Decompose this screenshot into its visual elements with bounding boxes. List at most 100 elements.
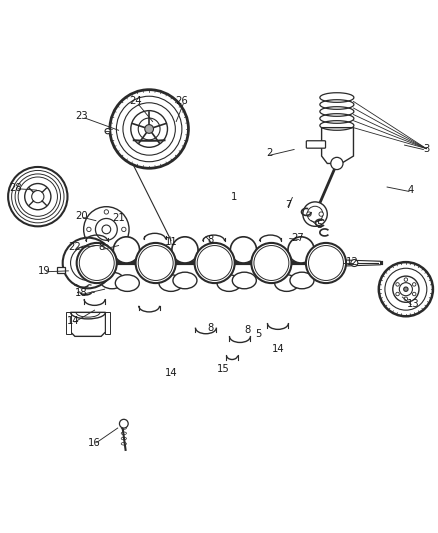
Text: 7: 7	[286, 200, 292, 211]
Text: 5: 5	[316, 220, 323, 230]
Polygon shape	[71, 312, 106, 336]
Circle shape	[404, 287, 408, 292]
Text: 8: 8	[244, 325, 251, 335]
Ellipse shape	[275, 275, 299, 292]
Text: 19: 19	[38, 266, 51, 276]
Circle shape	[8, 167, 67, 227]
Ellipse shape	[159, 275, 183, 292]
Text: 15: 15	[217, 364, 230, 374]
Circle shape	[113, 217, 124, 228]
Circle shape	[18, 177, 57, 216]
Text: 13: 13	[407, 298, 420, 309]
Circle shape	[172, 237, 198, 263]
Text: 8: 8	[207, 235, 213, 245]
Circle shape	[254, 246, 289, 280]
Text: 27: 27	[291, 233, 304, 243]
FancyBboxPatch shape	[306, 141, 325, 148]
Circle shape	[307, 206, 323, 222]
Text: 28: 28	[10, 183, 22, 193]
Text: 23: 23	[75, 111, 88, 121]
Circle shape	[379, 262, 433, 316]
Circle shape	[404, 278, 408, 281]
Text: 22: 22	[68, 242, 81, 252]
Circle shape	[230, 237, 257, 263]
Text: 2: 2	[266, 148, 272, 158]
Circle shape	[104, 245, 109, 249]
Circle shape	[308, 246, 343, 280]
Ellipse shape	[290, 272, 314, 289]
Circle shape	[393, 276, 419, 302]
Circle shape	[351, 260, 358, 266]
Circle shape	[404, 297, 408, 301]
Circle shape	[396, 282, 399, 286]
Circle shape	[110, 90, 188, 168]
Circle shape	[94, 212, 104, 222]
Ellipse shape	[173, 272, 197, 289]
Text: 4: 4	[408, 185, 414, 195]
Circle shape	[71, 246, 106, 280]
Text: 12: 12	[346, 257, 359, 267]
Circle shape	[288, 237, 314, 263]
Text: 11: 11	[165, 238, 177, 247]
Circle shape	[307, 212, 311, 216]
Circle shape	[303, 202, 327, 227]
Polygon shape	[106, 312, 110, 334]
Circle shape	[63, 238, 113, 288]
Circle shape	[399, 282, 413, 296]
Text: 5: 5	[255, 329, 261, 339]
Circle shape	[120, 419, 128, 428]
Bar	[57, 268, 65, 273]
Circle shape	[331, 157, 343, 169]
Polygon shape	[321, 128, 353, 164]
Circle shape	[131, 111, 167, 147]
Circle shape	[122, 227, 126, 231]
Circle shape	[136, 243, 176, 283]
Circle shape	[88, 231, 99, 242]
Ellipse shape	[232, 272, 256, 289]
Ellipse shape	[115, 275, 139, 292]
Text: 21: 21	[112, 214, 125, 223]
Circle shape	[396, 292, 399, 296]
Text: 26: 26	[176, 96, 188, 107]
Text: 8: 8	[207, 322, 213, 333]
Ellipse shape	[217, 275, 241, 292]
Circle shape	[105, 128, 110, 134]
Text: 14: 14	[165, 368, 177, 378]
Circle shape	[84, 207, 129, 252]
Polygon shape	[330, 260, 381, 266]
Text: 14: 14	[272, 344, 284, 354]
Circle shape	[95, 219, 117, 240]
Circle shape	[319, 212, 323, 216]
Text: 1: 1	[231, 192, 237, 201]
Circle shape	[251, 243, 291, 283]
Circle shape	[306, 243, 346, 283]
Circle shape	[413, 292, 416, 296]
Circle shape	[194, 243, 235, 283]
Circle shape	[79, 246, 114, 280]
Circle shape	[25, 183, 51, 210]
Circle shape	[77, 243, 117, 283]
Circle shape	[113, 237, 140, 263]
Text: 18: 18	[75, 288, 88, 298]
Circle shape	[32, 190, 44, 203]
Text: 14: 14	[67, 316, 79, 326]
Circle shape	[87, 227, 91, 231]
Circle shape	[197, 246, 232, 280]
Text: 24: 24	[130, 96, 142, 107]
Circle shape	[138, 246, 173, 280]
Circle shape	[413, 282, 416, 286]
Polygon shape	[66, 312, 71, 334]
Circle shape	[15, 174, 60, 220]
Text: 16: 16	[88, 438, 101, 448]
Circle shape	[12, 171, 64, 223]
Circle shape	[108, 237, 119, 247]
Text: 8: 8	[98, 242, 104, 252]
Text: 20: 20	[75, 211, 88, 221]
Circle shape	[123, 103, 175, 155]
Circle shape	[385, 268, 427, 310]
Text: 3: 3	[423, 143, 430, 154]
Circle shape	[117, 96, 182, 161]
Circle shape	[138, 118, 160, 140]
Circle shape	[145, 125, 153, 133]
Circle shape	[104, 210, 109, 214]
